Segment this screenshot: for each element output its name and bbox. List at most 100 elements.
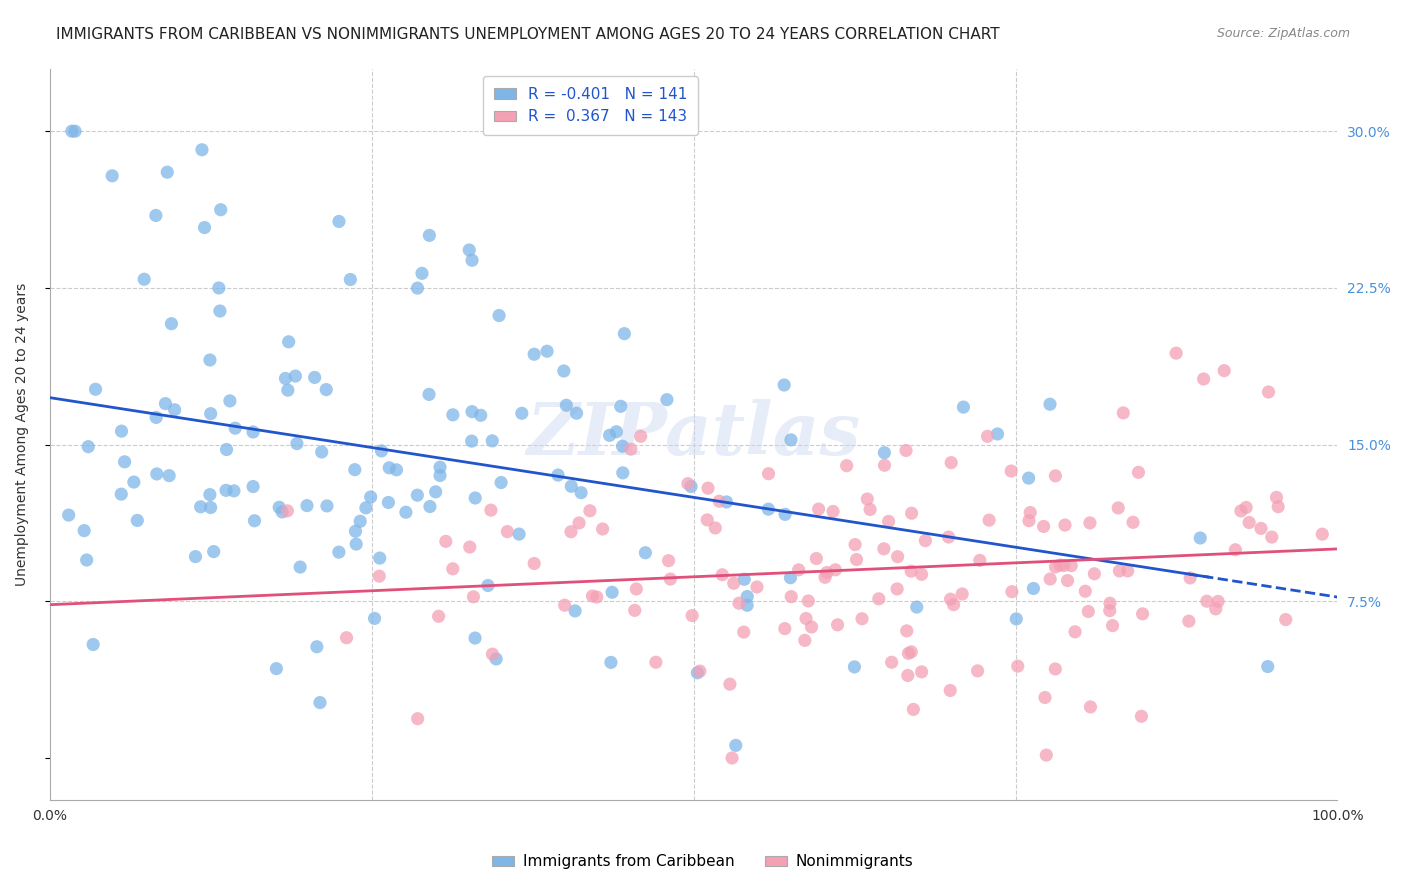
Point (1045, 662, 1067, 676)
Point (1205, 602, 1227, 616)
Point (1265, 491, 1288, 505)
Point (1056, 574, 1078, 588)
Point (728, 596, 751, 610)
Point (758, 467, 780, 481)
Point (1195, 594, 1218, 608)
Point (339, 272, 361, 286)
Point (1178, 571, 1201, 585)
Point (585, 590, 607, 604)
Point (605, 425, 627, 439)
Point (1060, 558, 1083, 573)
Point (156, 165, 179, 179)
Point (508, 527, 530, 541)
Point (900, 564, 922, 578)
Point (897, 668, 920, 682)
Point (510, 406, 533, 420)
Legend: Immigrants from Caribbean, Nonimmigrants: Immigrants from Caribbean, Nonimmigrants (486, 848, 920, 875)
Point (295, 499, 318, 513)
Point (886, 549, 908, 564)
Point (277, 383, 299, 397)
Point (758, 502, 780, 516)
Point (773, 622, 796, 636)
Point (58, 508, 80, 522)
Point (939, 683, 962, 698)
Point (1098, 604, 1121, 618)
Point (274, 371, 297, 385)
Point (488, 309, 510, 323)
Point (626, 582, 648, 596)
Point (824, 563, 846, 577)
Point (844, 538, 866, 552)
Point (787, 563, 810, 577)
Point (63, 124, 86, 138)
Point (1237, 516, 1260, 530)
Point (360, 490, 382, 504)
Point (620, 442, 643, 457)
Point (1000, 464, 1022, 478)
Point (709, 494, 731, 508)
Point (523, 557, 546, 571)
Point (827, 617, 849, 632)
Point (463, 590, 485, 604)
Point (481, 434, 503, 448)
Point (886, 582, 908, 596)
Point (198, 353, 221, 368)
Point (1206, 594, 1229, 608)
Point (1128, 466, 1150, 480)
Point (609, 400, 631, 414)
Point (952, 400, 974, 414)
Point (1101, 618, 1123, 632)
Point (873, 458, 896, 473)
Point (547, 468, 569, 483)
Point (1045, 560, 1067, 574)
Point (1053, 558, 1076, 573)
Point (1166, 346, 1188, 360)
Point (146, 467, 169, 481)
Point (1257, 659, 1279, 673)
Point (145, 410, 167, 425)
Point (600, 585, 623, 599)
Point (160, 317, 183, 331)
Point (1107, 500, 1129, 515)
Point (157, 468, 180, 483)
Point (676, 476, 699, 491)
Point (1035, 748, 1057, 763)
Point (406, 281, 429, 295)
Point (1022, 582, 1045, 596)
Point (856, 491, 879, 506)
Point (1274, 613, 1296, 627)
Point (200, 407, 222, 421)
Point (193, 220, 215, 235)
Point (897, 646, 920, 660)
Point (773, 508, 796, 522)
Point (418, 387, 440, 401)
Point (134, 272, 156, 286)
Point (560, 479, 582, 493)
Point (441, 408, 464, 422)
Point (938, 530, 960, 544)
Point (122, 475, 145, 489)
Point (859, 502, 882, 516)
Point (900, 645, 922, 659)
Point (485, 652, 508, 666)
Point (470, 409, 492, 423)
Point (807, 502, 830, 516)
Point (101, 169, 124, 183)
Point (1189, 531, 1212, 545)
Point (1083, 566, 1105, 581)
Point (613, 326, 636, 341)
Point (344, 524, 367, 539)
Text: ZIPatlas: ZIPatlas (527, 399, 860, 470)
Point (477, 578, 499, 592)
Point (565, 406, 588, 420)
Point (880, 655, 903, 669)
Point (1213, 363, 1236, 377)
Point (285, 436, 308, 450)
Point (1225, 542, 1247, 557)
Point (942, 598, 965, 612)
Point (1001, 584, 1024, 599)
Point (579, 504, 602, 518)
Point (464, 631, 486, 645)
Point (716, 495, 738, 509)
Point (368, 551, 391, 566)
